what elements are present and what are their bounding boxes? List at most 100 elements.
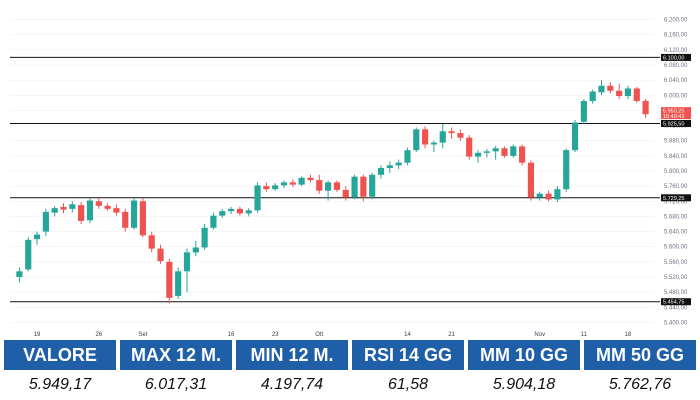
candle-body (78, 205, 85, 221)
stats-header-rsi14gg: RSI 14 GG (352, 340, 464, 370)
hline-price-label: 6.100,00 (663, 55, 684, 61)
y-tick-label: 6.040,00 (664, 78, 688, 84)
y-tick-label: 5.640,00 (664, 230, 688, 236)
stats-table: VALORE MAX 12 M. MIN 12 M. RSI 14 GG MM … (4, 340, 696, 400)
last-price-tag (661, 107, 691, 120)
x-tick-label: 16 (228, 332, 235, 338)
y-tick-label: 6.000,00 (664, 93, 688, 99)
stats-value-mm10gg: 5.904,18 (492, 376, 556, 393)
candle-body (245, 210, 252, 214)
y-tick-label: 6.080,00 (664, 63, 688, 69)
candle-body (148, 235, 155, 249)
stats-header-min12m: MIN 12 M. (236, 340, 348, 370)
y-tick-label: 5.560,00 (664, 260, 688, 266)
candle-body (554, 189, 561, 200)
candle-body (642, 100, 649, 115)
hline-price-tag (661, 119, 691, 127)
y-tick-label: 5.840,00 (664, 154, 688, 160)
candle-body (263, 186, 270, 190)
candle-body (254, 185, 261, 211)
candle-body (122, 211, 129, 228)
stats-value-rsi14gg: 61,58 (387, 376, 429, 393)
candle-body (166, 261, 173, 298)
candle-body (60, 206, 67, 210)
hline-price-tag (661, 53, 691, 61)
candle-body (316, 180, 323, 191)
candle-body (607, 85, 614, 91)
candle-body (633, 88, 640, 101)
candle-body (219, 211, 226, 216)
candle-body (280, 182, 288, 186)
candle-body (369, 174, 376, 197)
candle-body (307, 177, 314, 181)
candle-body (430, 142, 438, 145)
hline-price-label: 5.729,25 (663, 196, 684, 202)
candle-body (201, 227, 208, 248)
stats-value-valore: 5.949,17 (28, 376, 92, 393)
y-tick-label: 5.760,00 (664, 184, 688, 190)
candle-body (351, 176, 358, 198)
x-tick-label: Ott (315, 332, 323, 338)
x-tick-label: 11 (581, 332, 588, 338)
x-tick-label: 19 (34, 332, 41, 338)
candle-body (325, 182, 332, 191)
y-tick-label: 5.400,00 (664, 320, 688, 326)
stats-value-max12m: 6.017,31 (144, 376, 208, 393)
x-tick-label: Nov (534, 332, 545, 338)
candle-body (33, 234, 41, 240)
candle-body (483, 151, 490, 153)
candle-body (298, 177, 305, 185)
stats-header-valore: VALORE (4, 340, 116, 370)
hline-price-tag (661, 194, 691, 202)
candle-body (527, 162, 535, 198)
y-tick-label: 5.520,00 (664, 275, 688, 281)
candle-body (413, 129, 420, 151)
y-tick-label: 6.200,00 (664, 18, 688, 24)
candle-body (545, 193, 552, 200)
y-tick-label: 5.680,00 (664, 214, 688, 220)
candle-body (333, 182, 340, 190)
candle-body (139, 201, 146, 236)
candle-body (360, 176, 367, 197)
y-tick-label: 5.800,00 (664, 169, 688, 175)
candle-body (113, 208, 120, 213)
y-tick-label: 5.600,00 (664, 245, 688, 251)
candle-body (377, 167, 385, 175)
stats-header-mm10gg: MM 10 GG (468, 340, 580, 370)
candle-body (598, 85, 605, 93)
candle-body (404, 150, 411, 163)
candle-body (616, 90, 623, 97)
candle-body (563, 150, 570, 190)
y-tick-label: 5.480,00 (664, 290, 688, 296)
candle-body (95, 201, 102, 206)
stats-header-mm50gg: MM 50 GG (584, 340, 696, 370)
candle-body (386, 165, 393, 168)
y-tick-label: 5.880,00 (664, 139, 688, 145)
hline-price-label: 5.925,50 (663, 121, 684, 127)
y-tick-label: 5.440,00 (664, 305, 688, 311)
candle-body (624, 88, 632, 97)
stats-header-row: VALORE MAX 12 M. MIN 12 M. RSI 14 GG MM … (4, 340, 696, 370)
candle-body (589, 91, 596, 101)
candle-body (16, 271, 23, 277)
y-tick-label: 5.720,00 (664, 199, 688, 205)
x-tick-label: 26 (95, 332, 102, 338)
candle-body (492, 148, 499, 152)
candle-body (104, 205, 111, 209)
candle-body (227, 208, 235, 212)
candle-body (69, 204, 76, 209)
candle-body (42, 211, 49, 232)
candle-body (519, 146, 526, 163)
last-price-label: 5.950,25 (663, 109, 684, 115)
x-tick-label: 23 (272, 332, 279, 338)
candle-body (510, 146, 517, 156)
candle-body (580, 100, 587, 122)
x-tick-label: 21 (448, 332, 455, 338)
candle-body (289, 182, 296, 185)
candlestick-chart-svg: 6.200,00 6.160,00 6.120,00 6.080,00 6.040,00… (10, 18, 691, 338)
candle-body (183, 252, 191, 272)
candle-body (210, 215, 217, 228)
candle-body (157, 248, 164, 262)
x-tick-label: 18 (625, 332, 632, 338)
x-tick-label: 14 (404, 332, 411, 338)
